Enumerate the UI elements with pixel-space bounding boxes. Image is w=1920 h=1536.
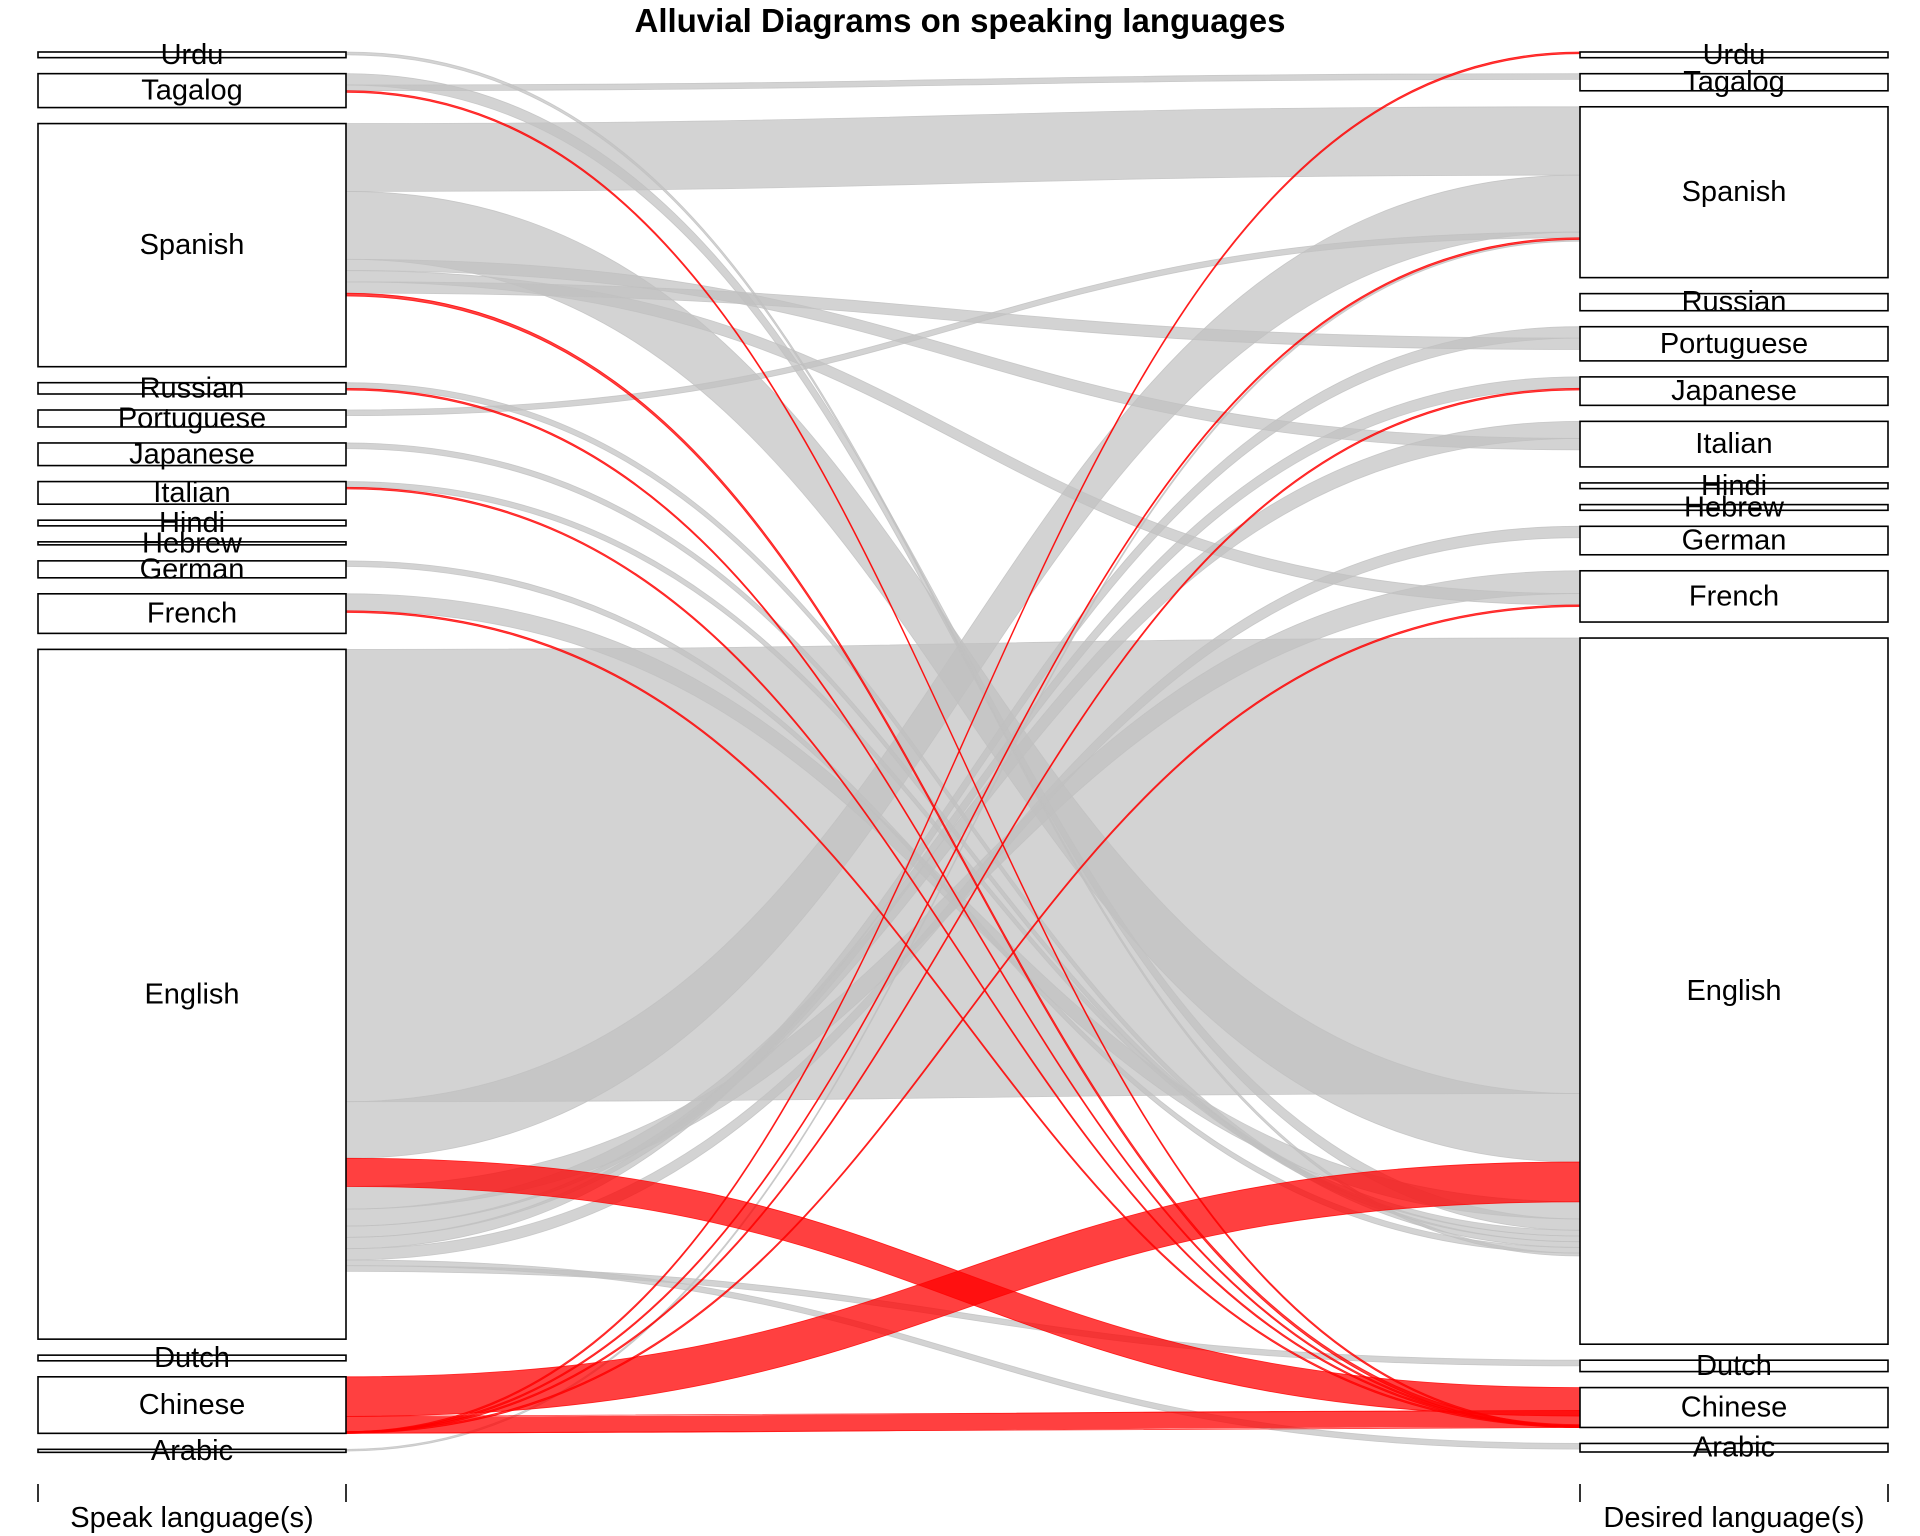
right-node-label-arabic: Arabic <box>1693 1432 1775 1464</box>
left-node-label-japanese: Japanese <box>129 438 255 470</box>
left-node-arabic <box>37 1448 347 1454</box>
right-node-label-hebrew: Hebrew <box>1684 491 1785 523</box>
right-node-label-german: German <box>1682 525 1787 557</box>
left-node-spanish <box>37 122 347 368</box>
right-node-russian <box>1579 292 1889 312</box>
left-node-english <box>37 648 347 1340</box>
left-node-label-tagalog: Tagalog <box>141 75 243 107</box>
flow-tagalog-to-tagalog <box>345 73 1581 92</box>
right-node-italian <box>1579 420 1889 468</box>
right-node-label-hindi: Hindi <box>1701 470 1767 502</box>
left-node-german <box>37 560 347 579</box>
left-node-chinese <box>37 1376 347 1435</box>
left-node-japanese <box>37 442 347 467</box>
left-node-dutch <box>37 1354 347 1362</box>
left-node-french <box>37 593 347 635</box>
right-node-hindi <box>1579 482 1889 490</box>
right-node-label-tagalog: Tagalog <box>1683 66 1785 98</box>
right-node-spanish <box>1579 105 1889 279</box>
left-node-label-russian: Russian <box>140 372 245 404</box>
left-node-portuguese <box>37 409 347 428</box>
right-axis-label: Desired language(s) <box>1603 1502 1864 1534</box>
chart-title: Alluvial Diagrams on speaking languages <box>634 2 1285 39</box>
right-node-tagalog <box>1579 72 1889 92</box>
flow-spanish-to-portuguese <box>345 281 1581 350</box>
left-node-label-hindi: Hindi <box>159 507 225 539</box>
left-node-label-french: French <box>147 598 237 630</box>
right-node-chinese <box>1579 1386 1889 1429</box>
left-node-label-dutch: Dutch <box>154 1342 230 1374</box>
left-node-hindi <box>37 519 347 527</box>
left-node-tagalog <box>37 72 347 109</box>
flows-layer <box>345 51 1581 1452</box>
flow-chinese-to-chinese <box>345 1409 1581 1434</box>
right-node-label-english: English <box>1686 975 1781 1007</box>
left-node-label-spanish: Spanish <box>140 229 245 261</box>
left-node-label-arabic: Arabic <box>151 1435 233 1467</box>
right-node-label-chinese: Chinese <box>1681 1392 1787 1424</box>
right-node-label-russian: Russian <box>1682 286 1787 318</box>
right-node-label-french: French <box>1689 580 1779 612</box>
right-node-arabic <box>1579 1442 1889 1453</box>
right-node-hebrew <box>1579 503 1889 512</box>
right-node-japanese <box>1579 376 1889 407</box>
right-node-label-dutch: Dutch <box>1696 1350 1772 1382</box>
right-node-label-urdu: Urdu <box>1703 39 1766 71</box>
right-node-english <box>1579 637 1889 1346</box>
right-node-label-italian: Italian <box>1695 428 1772 460</box>
nodes-layer: UrduTagalogSpanishRussianPortugueseJapan… <box>37 39 1889 1467</box>
left-node-label-english: English <box>144 978 239 1010</box>
left-node-russian <box>37 381 347 395</box>
right-node-portuguese <box>1579 325 1889 362</box>
left-node-italian <box>37 480 347 505</box>
left-node-label-portuguese: Portuguese <box>118 402 266 434</box>
left-node-hebrew <box>37 541 347 546</box>
left-node-label-german: German <box>140 553 245 585</box>
left-node-label-chinese: Chinese <box>139 1389 245 1421</box>
right-node-label-japanese: Japanese <box>1671 375 1797 407</box>
left-node-label-italian: Italian <box>153 477 230 509</box>
right-node-french <box>1579 569 1889 623</box>
right-node-label-portuguese: Portuguese <box>1660 328 1808 360</box>
right-node-german <box>1579 525 1889 556</box>
right-node-urdu <box>1579 51 1889 59</box>
left-node-label-urdu: Urdu <box>161 39 224 71</box>
right-node-dutch <box>1579 1359 1889 1373</box>
left-node-urdu <box>37 51 347 59</box>
right-node-label-spanish: Spanish <box>1682 176 1787 208</box>
left-node-label-hebrew: Hebrew <box>142 527 243 559</box>
left-axis-label: Speak language(s) <box>70 1502 313 1534</box>
